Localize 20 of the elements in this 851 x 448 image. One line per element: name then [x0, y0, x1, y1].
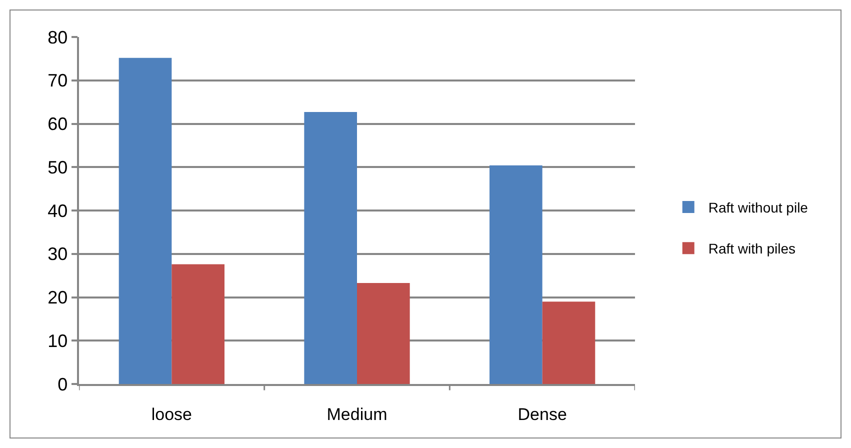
y-tick-label: 50 [48, 157, 68, 178]
x-tick-label: Dense [518, 405, 567, 424]
y-tick-label: 60 [48, 114, 68, 134]
y-tick-label: 40 [48, 200, 68, 221]
y-tick-label: 30 [48, 244, 68, 264]
bar [357, 282, 410, 384]
y-tick-label: 70 [48, 70, 68, 91]
x-tick-label: loose [151, 405, 192, 424]
y-tick-label: 10 [48, 330, 68, 351]
legend-label: Raft with piles [708, 240, 796, 257]
x-tick-label: Medium [326, 405, 388, 424]
bar [118, 58, 172, 384]
bar [304, 112, 357, 384]
legend-label: Raft without pile [708, 199, 808, 216]
y-tick-label: 80 [48, 27, 68, 48]
bar [172, 264, 224, 384]
y-tick-label: 0 [58, 374, 68, 394]
bar [490, 165, 542, 384]
y-tick-label: 20 [48, 288, 68, 308]
bar [542, 302, 596, 384]
